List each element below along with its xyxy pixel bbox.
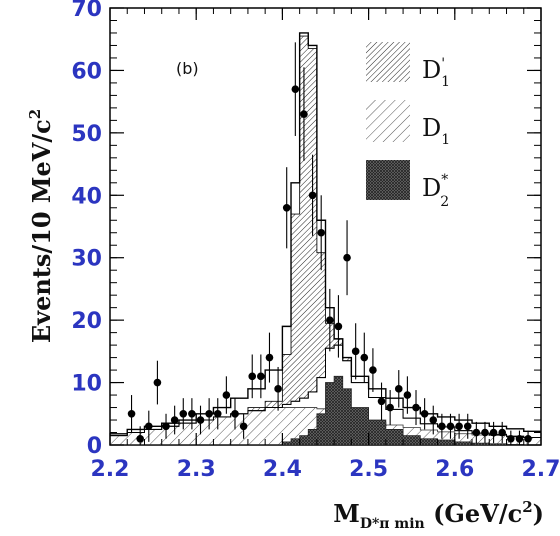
data-point — [334, 322, 343, 331]
x-tick-label: 2.3 — [177, 457, 216, 482]
data-point — [213, 409, 222, 418]
x-tick-label: 2.7 — [522, 457, 560, 482]
data-point — [524, 434, 532, 443]
data-point — [498, 428, 507, 437]
data-point — [282, 203, 291, 212]
data-point — [153, 378, 162, 387]
data-point — [300, 110, 308, 118]
data-point — [291, 85, 300, 93]
data-point — [438, 422, 446, 431]
legend-label-d2star: D* 2 — [422, 172, 449, 210]
data-point — [205, 409, 213, 418]
data-point — [481, 428, 489, 437]
stack-outline — [110, 344, 541, 439]
data-point — [188, 409, 196, 418]
data-point — [377, 397, 386, 406]
panel-label: (b) — [176, 59, 199, 78]
data-point — [144, 422, 153, 431]
data-point — [317, 228, 325, 237]
y-tick-label: 20 — [71, 309, 102, 334]
data-point — [369, 366, 377, 374]
x-axis-title: MD*π min (GeV/c2) — [333, 498, 544, 532]
data-point — [360, 353, 369, 362]
data-point — [343, 253, 351, 262]
data-point — [136, 434, 144, 443]
data-point — [429, 416, 438, 424]
y-tick-label: 50 — [71, 122, 102, 147]
data-point — [412, 403, 420, 412]
data-point — [394, 385, 403, 393]
data-point — [507, 434, 515, 443]
data-points-layer — [127, 42, 532, 445]
data-point — [127, 409, 136, 418]
data-point — [239, 422, 248, 431]
data-point — [248, 372, 257, 381]
data-point — [162, 422, 170, 431]
data-point — [386, 403, 394, 412]
legend-swatch-d1prime — [366, 42, 410, 82]
y-axis-title: Events/10 MeV/c2 — [26, 109, 56, 343]
data-point — [222, 391, 231, 399]
legend-swatch-d1 — [366, 100, 410, 142]
legend: D' 1 D1 D* 2 — [366, 42, 450, 210]
data-point — [274, 385, 282, 393]
x-tick-label: 2.2 — [91, 457, 130, 482]
legend-label-d1prime: D' 1 — [422, 56, 450, 90]
legend-swatch-d2star — [366, 160, 410, 200]
x-tick-label: 2.4 — [263, 457, 302, 482]
data-point — [326, 316, 334, 324]
data-point — [170, 416, 179, 424]
histogram-layers — [110, 32, 541, 445]
data-point — [420, 409, 429, 418]
y-tick-label: 40 — [71, 184, 102, 209]
y-tick-label: 60 — [71, 59, 102, 84]
axis-ticks-layer — [109, 7, 542, 446]
legend-label-d1: D1 — [422, 114, 450, 148]
data-point — [463, 422, 472, 431]
data-point — [265, 353, 274, 362]
data-point — [308, 191, 317, 200]
x-tick-label: 2.5 — [349, 457, 388, 482]
data-point — [472, 428, 481, 437]
data-point — [455, 422, 463, 431]
y-tick-label: 70 — [71, 0, 102, 22]
data-point — [231, 409, 239, 418]
tick-labels-layer: 2.2 2.3 2.4 2.5 2.6 2.7 0 10 20 30 40 50 60 70 — [71, 0, 560, 482]
y-tick-label: 10 — [71, 372, 102, 397]
data-point — [257, 372, 265, 381]
y-tick-label: 0 — [87, 434, 102, 459]
data-point — [515, 434, 524, 443]
data-point — [446, 422, 455, 431]
data-point — [179, 409, 188, 418]
x-tick-label: 2.6 — [435, 457, 474, 482]
y-tick-label: 30 — [71, 247, 102, 272]
data-point — [351, 347, 360, 356]
data-point — [403, 391, 412, 399]
data-point — [489, 428, 498, 437]
data-point — [196, 416, 205, 424]
